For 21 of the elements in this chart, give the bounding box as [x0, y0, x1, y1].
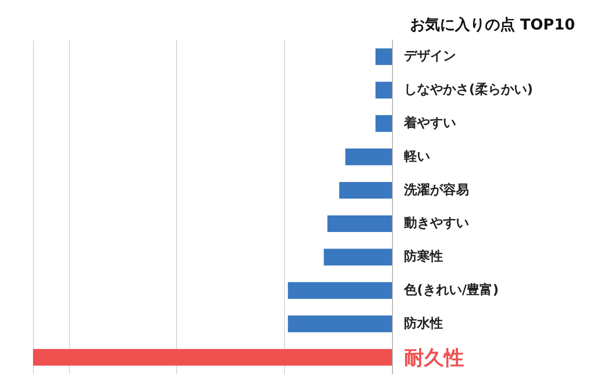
bar: [288, 282, 392, 299]
bar: [345, 148, 392, 166]
y-tick-label: 着やすい: [403, 115, 456, 131]
bar: [375, 48, 392, 66]
y-tick-label: デザイン: [404, 49, 456, 64]
bar: [327, 215, 392, 232]
y-tick-label: 動きやすい: [403, 216, 469, 232]
text: お気に入りの点 TOP10: [410, 16, 576, 34]
bar: [33, 348, 392, 366]
bar: [339, 182, 392, 199]
bar: [324, 248, 392, 266]
y-tick-label: 色(きれい/豊富): [403, 282, 499, 298]
y-tick-label: 洗濯が容易: [403, 182, 469, 198]
y-tick-label: 耐久性: [404, 345, 464, 370]
y-tick-label: 軽い: [403, 149, 430, 164]
bar: [375, 115, 392, 132]
bar: [375, 82, 392, 98]
y-tick-label: 防寒性: [404, 248, 443, 265]
y-tick-label: しなやかさ(柔らかい): [404, 82, 533, 98]
bar: [288, 316, 392, 332]
y-tick-label: 防水性: [404, 315, 443, 332]
